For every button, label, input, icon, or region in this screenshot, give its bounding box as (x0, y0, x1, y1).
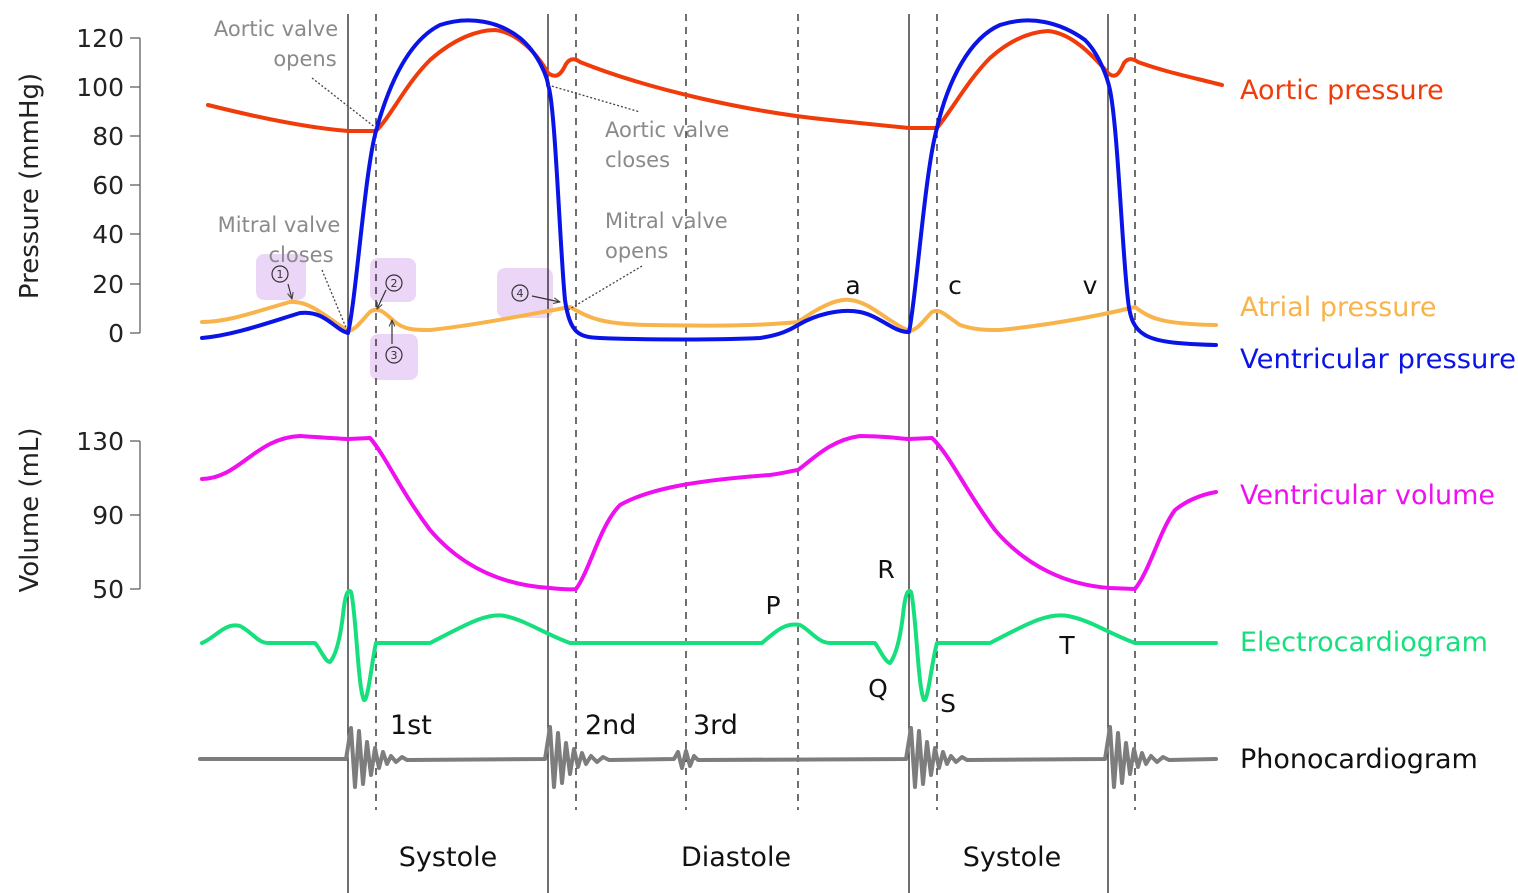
aortic-pressure-trace (206, 28, 1224, 133)
phase-systole-2: Systole (963, 842, 1061, 873)
volume-tick-130: 130 (76, 427, 124, 456)
ecg-wave-labels: P Q R S T (765, 555, 1075, 718)
mark-1-arrow (288, 283, 292, 299)
label-atrial-pressure: Atrial pressure (1240, 292, 1436, 323)
circled-mark-3-digit: 3 (391, 349, 398, 362)
highlight-mark-3 (370, 334, 418, 380)
circled-mark-4 (511, 284, 529, 302)
pressure-tick-60: 60 (92, 171, 124, 200)
electrocardiogram-trace (200, 589, 1218, 703)
atrial-pressure-trace (200, 297, 1218, 333)
highlight-mark-1 (256, 254, 306, 300)
ecg-wave-q: Q (868, 674, 888, 703)
circled-mark-4-digit: 4 (517, 287, 524, 300)
phonocardiogram-trace (198, 725, 1218, 789)
phase-systole-1: Systole (399, 842, 497, 873)
note-aortic-valve-closes-line-1: Aortic valve (605, 118, 729, 142)
ecg-wave-t: T (1058, 631, 1075, 660)
pressure-tick-80: 80 (92, 122, 124, 151)
circled-mark-3 (385, 346, 403, 364)
ventricular-volume-trace (200, 434, 1218, 592)
atrial-wave-a: a (845, 271, 860, 300)
circled-mark-1 (271, 265, 289, 283)
atrial-wave-labels: a c v (845, 271, 1097, 300)
atrial-wave-v: v (1083, 271, 1098, 300)
pressure-axis-label: Pressure (mmHg) (15, 73, 45, 299)
atrial-wave-c: c (948, 271, 962, 300)
event-dashed-lines (375, 14, 1136, 810)
heart-sound-first: 1st (390, 710, 432, 741)
label-electrocardiogram: Electrocardiogram (1240, 627, 1488, 658)
heart-sound-third: 3rd (693, 710, 738, 741)
ecg-wave-p: P (765, 591, 780, 620)
pointer-mitral-valve-closes (321, 269, 348, 331)
handwritten-marks: 1 2 3 4 (271, 265, 560, 364)
label-ventricular-volume: Ventricular volume (1240, 480, 1495, 511)
pointer-mitral-valve-opens (567, 265, 643, 311)
circled-mark-2 (385, 274, 403, 292)
ecg-wave-s: S (940, 689, 956, 718)
pressure-tick-20: 20 (92, 270, 124, 299)
phase-labels: Systole Diastole Systole (399, 842, 1061, 873)
volume-axis: 130 90 50 Volume (mL) (15, 427, 141, 604)
trace-labels: Aortic pressure Atrial pressure Ventricu… (1240, 75, 1516, 775)
ecg-wave-r: R (877, 555, 894, 584)
highlight-mark-2 (370, 258, 416, 302)
label-phonocardiogram: Phonocardiogram (1240, 744, 1478, 775)
circled-mark-2-digit: 2 (391, 277, 398, 290)
note-aortic-valve-opens-line-1: Aortic valve (214, 17, 338, 41)
note-mitral-valve-opens-line-1: Mitral valve (605, 209, 728, 233)
pressure-tick-120: 120 (76, 24, 124, 53)
note-mitral-valve-closes-line-1: Mitral valve (218, 213, 341, 237)
circled-mark-1-digit: 1 (277, 268, 284, 281)
note-aortic-valve-opens-line-2: opens (273, 47, 336, 71)
pressure-tick-0: 0 (108, 319, 124, 348)
volume-axis-label: Volume (mL) (15, 427, 45, 592)
pointer-aortic-valve-opens (311, 77, 377, 129)
pressure-tick-40: 40 (92, 220, 124, 249)
heart-sound-second: 2nd (585, 710, 636, 741)
note-mitral-valve-closes-line-2: closes (268, 243, 333, 267)
note-aortic-valve-closes-line-2: closes (605, 148, 670, 172)
pressure-tick-100: 100 (76, 73, 124, 102)
highlight-mark-4 (497, 268, 553, 318)
label-aortic-pressure: Aortic pressure (1240, 75, 1444, 106)
handwritten-highlights (256, 254, 553, 380)
heart-sound-labels: 1st 2nd 3rd (390, 710, 738, 741)
ventricular-pressure-trace (200, 18, 1218, 347)
phase-diastole: Diastole (681, 842, 791, 873)
valve-annotations: Aortic valve opens Aortic valve closes M… (214, 17, 729, 331)
volume-tick-50: 50 (92, 575, 124, 604)
volume-tick-90: 90 (92, 501, 124, 530)
mark-4-arrow (531, 295, 560, 302)
pressure-axis: 0 20 40 60 80 100 120 Pressure (mmHg) (15, 24, 141, 348)
note-mitral-valve-opens-line-2: opens (605, 239, 668, 263)
label-ventricular-pressure: Ventricular pressure (1240, 344, 1516, 375)
pointer-aortic-valve-closes (547, 84, 641, 113)
mark-2-arrow (377, 289, 387, 309)
